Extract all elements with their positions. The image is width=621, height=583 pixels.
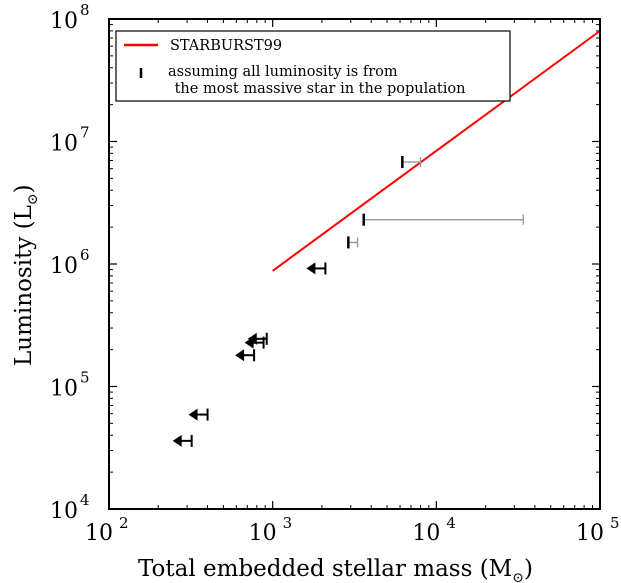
y-tick-label: 10: [50, 9, 78, 34]
upper-limit-marker: [247, 332, 268, 345]
y-axis-label-close: ): [11, 184, 37, 193]
data-layer: [172, 30, 601, 447]
upper-limit-arrowhead: [188, 408, 198, 421]
y-tick-label-exponent: 7: [80, 124, 90, 142]
mass-range-marker: [362, 213, 525, 226]
series-line-starburst99: [272, 30, 601, 272]
upper-limit-marker: [188, 408, 209, 421]
x-tick-label: 10: [412, 521, 440, 546]
x-tick-label: 10: [249, 521, 277, 546]
upper-limit-arrowhead: [247, 332, 257, 345]
y-tick-label-exponent: 5: [80, 369, 90, 387]
y-axis-label: Luminosity (L⊙): [11, 184, 41, 366]
upper-limit-arrowhead: [235, 349, 245, 362]
mass-range-marker: [347, 236, 359, 249]
x-axis-label: Total embedded stellar mass (M⊙): [138, 556, 533, 583]
ticks-layer: 10 2 10 3 10 4 10 510 410 510 610 710 8: [50, 1, 620, 546]
y-axis-label-sub: ⊙: [25, 193, 41, 205]
x-tick-label: 10: [576, 521, 604, 546]
y-axis-label-main: Luminosity (L: [11, 205, 37, 366]
upper-limit-arrowhead: [172, 434, 182, 447]
y-tick-label: 10: [50, 377, 78, 402]
x-tick-label-exponent: 4: [446, 514, 456, 532]
y-tick-label: 10: [50, 132, 78, 157]
y-tick-label-exponent: 4: [80, 491, 90, 509]
legend-label-massive-star-line2: the most massive star in the population: [170, 81, 465, 97]
x-axis-label-close: ): [524, 556, 533, 582]
y-tick-label: 10: [50, 499, 78, 524]
y-tick-label: 10: [50, 254, 78, 279]
mass-range-marker: [401, 156, 422, 169]
x-axis-label-sub: ⊙: [512, 570, 524, 583]
x-tick-label-exponent: 2: [119, 514, 129, 532]
plot-area-frame: [108, 18, 601, 510]
x-tick-label: 10: [85, 521, 113, 546]
legend-label-massive-star-line1: assuming all luminosity is from: [168, 64, 398, 80]
upper-limit-arrowhead: [306, 262, 316, 275]
legend: STARBURST99 assuming all luminosity is f…: [115, 30, 511, 102]
upper-limit-marker: [235, 349, 256, 362]
upper-limit-marker: [172, 434, 193, 447]
x-tick-label-exponent: 5: [610, 514, 620, 532]
y-tick-label-exponent: 8: [80, 1, 90, 19]
x-axis-label-main: Total embedded stellar mass (M: [138, 556, 512, 582]
legend-label-starburst99: STARBURST99: [170, 38, 282, 54]
legend-box: [115, 30, 511, 102]
y-tick-label-exponent: 6: [80, 246, 90, 264]
x-tick-label-exponent: 3: [283, 514, 293, 532]
upper-limit-marker: [306, 262, 327, 275]
